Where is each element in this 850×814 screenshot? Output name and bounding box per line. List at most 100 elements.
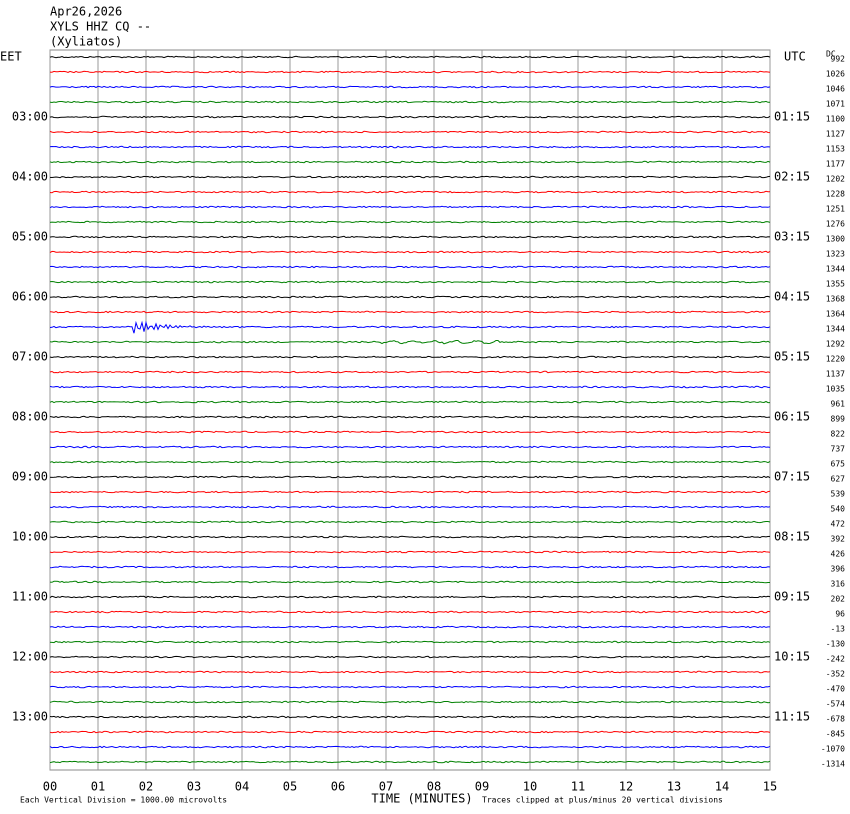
trace [49,280,771,284]
trace [49,535,771,539]
trace [49,220,771,224]
dc-title: DC [826,50,836,59]
x-tick-label: 14 [715,780,729,794]
trace [49,235,771,239]
trace [49,670,771,674]
trace [49,460,771,464]
utc-time-label: 10:15 [774,650,810,664]
local-time-label: 07:00 [12,350,48,364]
trace [49,445,771,449]
x-tick-label: 05 [283,780,297,794]
utc-time-label: 08:15 [774,530,810,544]
date: Apr26,2026 [50,5,122,19]
trace [49,430,771,434]
dc-offset: 1228 [826,190,845,199]
utc-time-label: 11:15 [774,710,810,724]
dc-offset: 1344 [826,265,845,274]
trace [49,355,771,359]
x-tick-label: 00 [43,780,57,794]
trace [49,250,771,254]
trace [49,595,771,599]
dc-offset: 1026 [826,70,845,79]
dc-offset: 396 [831,565,846,574]
trace [49,160,771,164]
dc-offset: -678 [826,715,845,724]
trace [49,145,771,149]
x-tick-label: 07 [379,780,393,794]
dc-offset: 1292 [826,340,845,349]
utc-time-label: 06:15 [774,410,810,424]
right-zone: UTC [784,50,806,64]
trace [49,85,771,89]
dc-offset: 539 [831,490,846,499]
trace [49,610,771,614]
trace [49,70,771,74]
local-time-label: 13:00 [12,710,48,724]
dc-offset: 899 [831,415,846,424]
utc-time-label: 05:15 [774,350,810,364]
x-tick-label: 09 [475,780,489,794]
dc-offset: -352 [826,670,845,679]
dc-offset: 1177 [826,160,845,169]
location: (Xyliatos) [50,35,122,49]
trace [49,520,771,524]
dc-offset: 1300 [826,235,845,244]
x-tick-label: 01 [91,780,105,794]
local-time-label: 05:00 [12,230,48,244]
dc-offset: -845 [826,730,845,739]
dc-offset: 1127 [826,130,845,139]
local-time-label: 12:00 [12,650,48,664]
x-tick-label: 10 [523,780,537,794]
dc-offset: 961 [831,400,846,409]
dc-offset: 96 [835,610,845,619]
station: XYLS HHZ CQ -- [50,20,151,34]
utc-time-label: 04:15 [774,290,810,304]
utc-time-label: 07:15 [774,470,810,484]
trace [49,175,771,179]
x-tick-label: 15 [763,780,777,794]
dc-offset: 1035 [826,385,845,394]
dc-offset: 316 [831,580,846,589]
dc-offset: -1070 [821,745,845,754]
dc-offset: 627 [831,475,846,484]
x-tick-label: 08 [427,780,441,794]
x-tick-label: 06 [331,780,345,794]
trace [49,100,771,104]
local-time-label: 04:00 [12,170,48,184]
dc-offset: 675 [831,460,846,469]
dc-offset: 822 [831,430,846,439]
x-title: TIME (MINUTES) [371,792,472,806]
trace [49,700,771,704]
utc-time-label: 03:15 [774,230,810,244]
trace [49,115,771,119]
trace [49,685,771,689]
dc-offset: 1202 [826,175,845,184]
local-time-label: 10:00 [12,530,48,544]
utc-time-label: 01:15 [774,110,810,124]
x-tick-label: 12 [619,780,633,794]
x-tick-label: 03 [187,780,201,794]
dc-offset: 1071 [826,100,845,109]
trace [49,370,771,374]
dc-offset: 540 [831,505,846,514]
dc-offset: 737 [831,445,846,454]
dc-offset: 1100 [826,115,845,124]
trace [49,475,771,479]
left-zone: EET [0,50,22,64]
dc-offset: 1046 [826,85,845,94]
dc-offset: 1323 [826,250,845,259]
local-time-label: 11:00 [12,590,48,604]
trace [49,190,770,194]
dc-offset: 1364 [826,310,845,319]
dc-offset: -242 [826,655,845,664]
dc-offset: 1153 [826,145,845,154]
trace [49,295,771,299]
trace [49,550,771,554]
utc-time-label: 02:15 [774,170,810,184]
trace [49,130,771,134]
trace [49,310,771,314]
dc-offset: 1276 [826,220,845,229]
dc-offset: 1344 [826,325,845,334]
trace [49,400,770,404]
